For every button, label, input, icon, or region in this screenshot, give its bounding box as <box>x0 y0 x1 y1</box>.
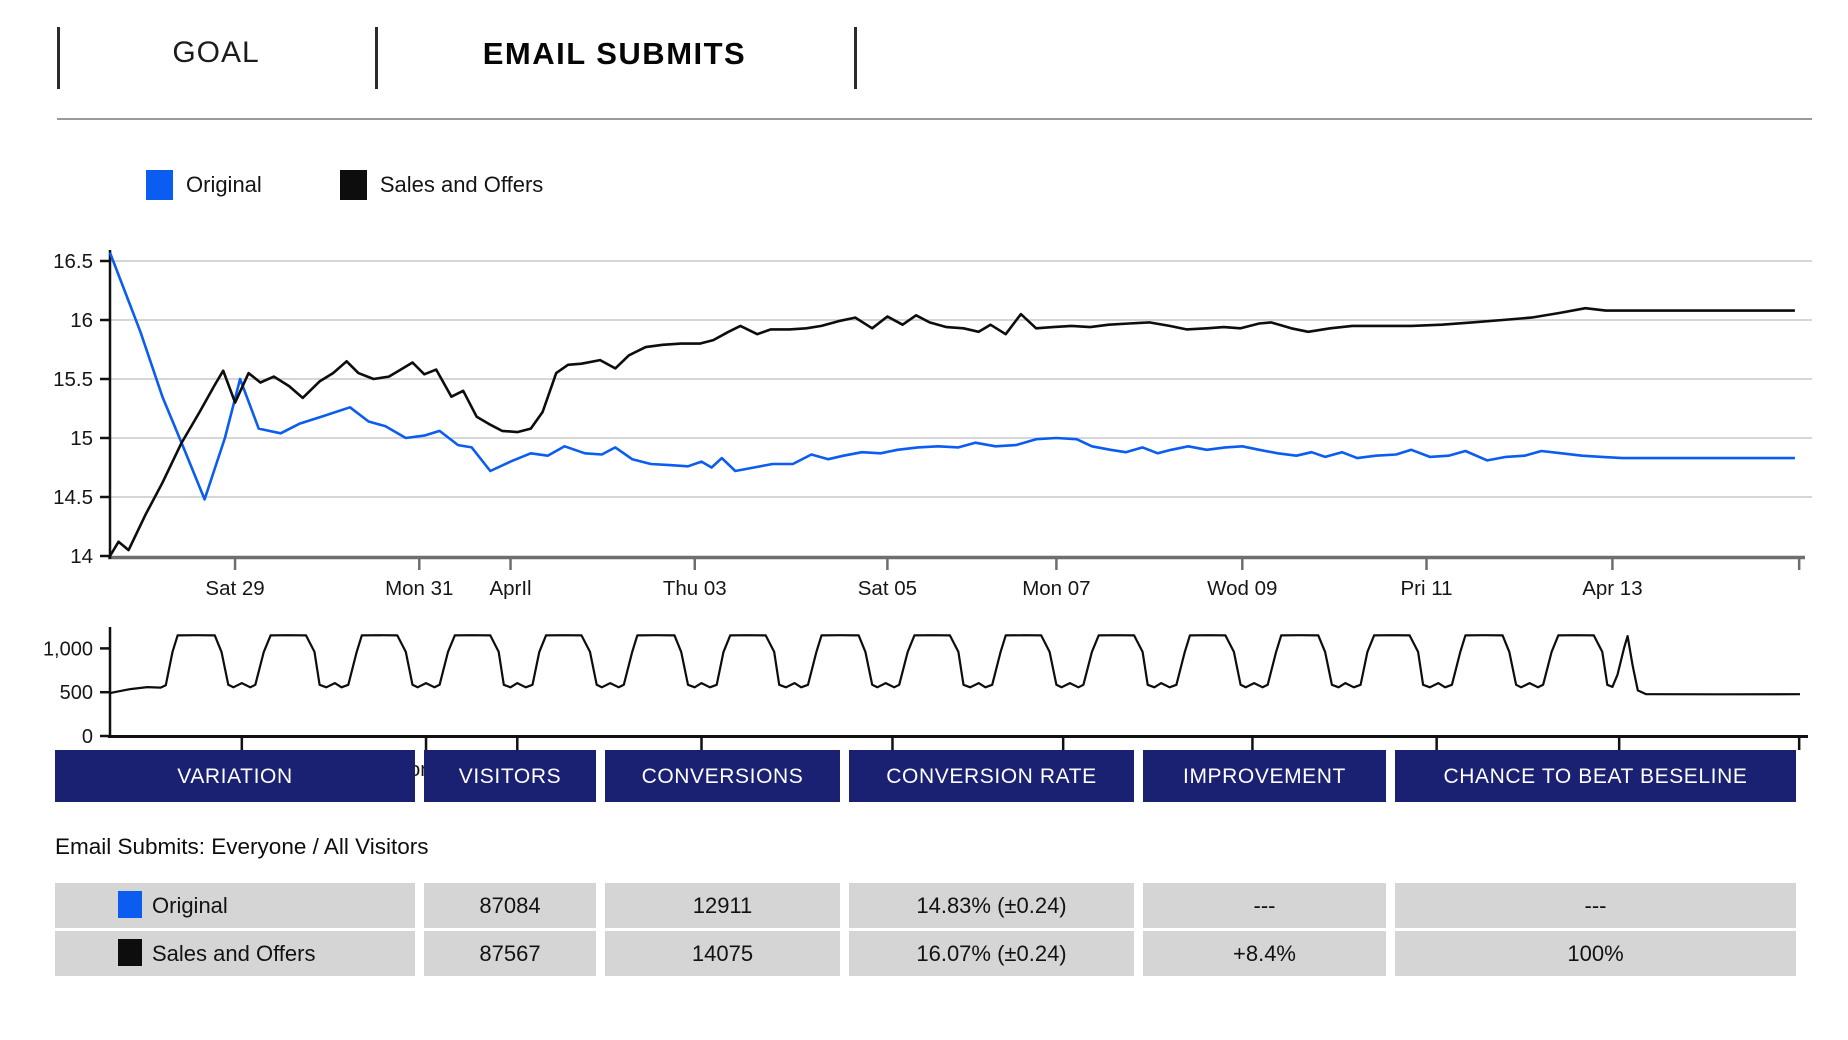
svg-text:Mon 31: Mon 31 <box>385 577 453 600</box>
legend-swatch-sales-and-offers <box>339 170 367 200</box>
tab-divider-left <box>57 27 60 89</box>
svg-text:500: 500 <box>60 682 93 704</box>
conversion-rate-line-chart: Sat 29 Mon 31 AprIl Thu 03 Sat 05 Mon 07 Wod 0… <box>53 250 1812 600</box>
table-cell-original-conversions: 12911 <box>605 883 840 928</box>
table-cell-sales-improvement: +8.4% <box>1143 931 1386 976</box>
svg-text:AprIl: AprIl <box>489 577 531 600</box>
tab-divider-middle <box>375 27 378 89</box>
svg-text:Sat 05: Sat 05 <box>858 577 917 600</box>
table-cell-original-chance: --- <box>1395 883 1796 928</box>
column-header-visitors: VISITORS <box>424 750 596 802</box>
column-header-variation: VARIATION <box>55 750 415 802</box>
svg-text:Apr 13: Apr 13 <box>1582 577 1642 600</box>
legend-swatch-original <box>146 170 173 200</box>
table-cell-sales-visitors: 87567 <box>424 931 596 976</box>
legend-label-sales-and-offers: Sales and Offers <box>379 172 544 197</box>
table-row-original-variation: Original <box>55 883 415 928</box>
row-label-sales-and-offers: Sales and Offers <box>152 941 316 966</box>
svg-text:Thu 03: Thu 03 <box>663 577 727 600</box>
goal-scope-subtitle: Email Submits: Everyone / All Visitors <box>55 834 429 859</box>
svg-text:Pri 11: Pri 11 <box>1400 577 1452 600</box>
svg-text:0: 0 <box>82 726 93 748</box>
legend-label-original: Original <box>186 172 262 197</box>
svg-text:15: 15 <box>70 427 93 450</box>
svg-text:Sat 29: Sat 29 <box>205 577 264 600</box>
table-row-sales-variation: Sales and Offers <box>55 931 415 976</box>
svg-text:15.5: 15.5 <box>53 368 93 391</box>
row-swatch-sales-and-offers <box>118 939 142 966</box>
svg-text:Mon 07: Mon 07 <box>1022 577 1090 600</box>
table-cell-sales-chance: 100% <box>1395 931 1796 976</box>
table-cell-original-visitors: 87084 <box>424 883 596 928</box>
tab-goal[interactable]: GOAL <box>172 36 260 69</box>
svg-text:14: 14 <box>70 545 93 568</box>
svg-text:1,000: 1,000 <box>43 638 93 660</box>
table-cell-original-conversion-rate: 14.83% (±0.24) <box>849 883 1134 928</box>
chart-legend: Original Sales and Offers <box>146 170 543 200</box>
svg-text:Wod 09: Wod 09 <box>1207 577 1277 600</box>
svg-text:16.5: 16.5 <box>53 250 93 273</box>
table-cell-sales-conversion-rate: 16.07% (±0.24) <box>849 931 1134 976</box>
table-cell-sales-conversions: 14075 <box>605 931 840 976</box>
svg-text:16: 16 <box>70 309 93 332</box>
column-header-chance-to-beat: CHANCE TO BEAT BESELINE <box>1395 750 1796 802</box>
table-cell-original-improvement: --- <box>1143 883 1386 928</box>
row-swatch-original <box>118 891 142 918</box>
header-rule <box>57 118 1812 120</box>
tab-email-submits[interactable]: EMAIL SUBMITS <box>482 36 747 71</box>
tab-divider-right <box>854 27 857 89</box>
row-label-original: Original <box>152 893 228 918</box>
column-header-conversions: CONVERSIONS <box>605 750 840 802</box>
column-header-conversion-rate: CONVERSION RATE <box>849 750 1134 802</box>
svg-text:14.5: 14.5 <box>53 486 93 509</box>
column-header-improvement: IMPROVEMENT <box>1143 750 1386 802</box>
